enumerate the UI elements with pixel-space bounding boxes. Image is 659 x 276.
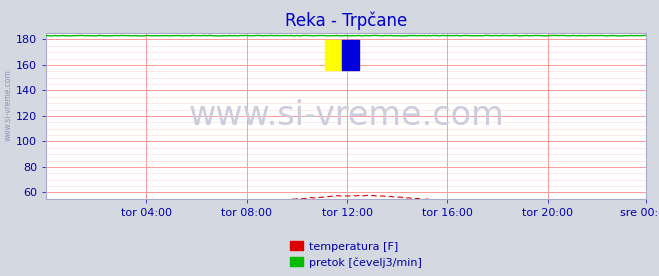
Text: www.si-vreme.com: www.si-vreme.com xyxy=(3,69,13,141)
Title: Reka - Trpčane: Reka - Trpčane xyxy=(285,12,407,30)
Bar xyxy=(342,40,358,70)
Legend: temperatura [F], pretok [čevelj3/min]: temperatura [F], pretok [čevelj3/min] xyxy=(290,241,422,268)
Text: www.si-vreme.com: www.si-vreme.com xyxy=(188,99,504,132)
Bar xyxy=(325,40,342,70)
